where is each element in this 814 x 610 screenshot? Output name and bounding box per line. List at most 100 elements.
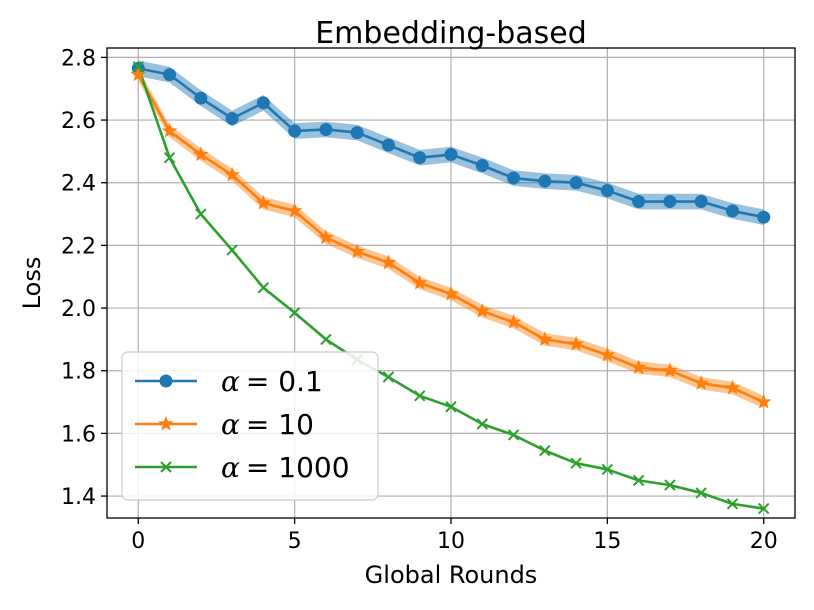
series-3-point <box>195 208 207 220</box>
confidence-bands <box>138 60 764 409</box>
series-3-point <box>476 418 488 430</box>
series-3-point <box>758 502 770 515</box>
series-1-point <box>632 195 646 209</box>
series-3-point <box>226 244 238 256</box>
y-tick-label: 1.6 <box>61 422 96 447</box>
series-markers <box>130 61 772 515</box>
series-2-point <box>443 285 459 301</box>
series-2-point <box>193 146 209 162</box>
series-1-point <box>600 184 614 198</box>
legend-value: = 1000 <box>246 451 350 484</box>
series-1-point <box>444 148 458 162</box>
x-axis-label: Global Rounds <box>365 561 538 589</box>
series-1-band <box>138 60 764 226</box>
legend-entry-3: α = 1000 <box>135 451 350 484</box>
series-1-point <box>163 68 177 82</box>
chart-title: Embedding-based <box>315 16 587 51</box>
series-3-point <box>539 444 551 457</box>
series-1-point <box>475 159 489 172</box>
series-1-point <box>538 174 552 188</box>
series-1-point <box>569 176 583 190</box>
legend-marker <box>159 374 173 388</box>
series-1-point <box>319 122 333 136</box>
series-1-point <box>256 96 270 110</box>
legend-marker <box>158 415 174 431</box>
series-1-point <box>194 91 208 105</box>
series-1-point <box>663 195 677 209</box>
series-3-point <box>695 487 707 499</box>
x-tick-label: 5 <box>288 529 302 554</box>
series-2-point <box>662 362 678 378</box>
series-3-point <box>632 474 645 487</box>
series-3-point <box>320 333 332 346</box>
x-tick-label: 20 <box>750 529 778 554</box>
series-3-point <box>601 463 614 476</box>
series-3-point <box>726 498 739 510</box>
series-1-point <box>725 204 739 218</box>
y-tick-label: 2.2 <box>61 234 96 259</box>
series-2-point <box>568 335 584 351</box>
legend-label: α = 10 <box>221 408 314 441</box>
series-2-point <box>693 375 709 390</box>
series-2-point <box>130 66 146 82</box>
series-2-point <box>286 202 303 218</box>
series-1-point <box>413 151 427 165</box>
series-3-point <box>445 401 457 413</box>
series-2-point <box>224 166 240 182</box>
legend-entry-2: α = 10 <box>135 408 314 441</box>
x-tick-label: 15 <box>593 529 621 554</box>
series-3-point <box>507 429 520 441</box>
series-3-point <box>288 307 301 319</box>
series-2-point <box>349 243 365 259</box>
series-2-point <box>724 379 741 395</box>
series-1-point <box>381 138 395 152</box>
series-1-point <box>507 171 521 185</box>
legend-alpha: α <box>221 408 240 441</box>
y-tick-label: 2.8 <box>61 46 96 71</box>
series-2-point <box>537 331 553 346</box>
y-tick-label: 2.0 <box>61 297 96 322</box>
series-1-point <box>350 126 364 140</box>
x-tick-label: 10 <box>437 529 465 554</box>
series-2-point <box>630 359 647 375</box>
y-tick-label: 2.4 <box>61 172 96 197</box>
y-tick-label: 1.8 <box>61 360 96 385</box>
legend-label: α = 0.1 <box>221 365 323 398</box>
series-3-point <box>664 479 676 491</box>
legend-box <box>121 351 379 501</box>
series-1-point <box>288 124 302 138</box>
legend-entry-1: α = 0.1 <box>135 365 323 398</box>
series-1-point <box>225 112 239 125</box>
series-2-point <box>255 194 272 210</box>
series-3-point <box>570 457 582 469</box>
series-3-point <box>132 61 144 73</box>
series-1-point <box>757 210 771 224</box>
legend-marker <box>160 461 172 473</box>
series-3-point <box>414 390 426 402</box>
series-2-point <box>756 393 772 409</box>
axis-ticks: 0 5 10 15 20 1.4 1.6 1.8 2.0 2.2 2.4 2.6 2.8 <box>61 46 778 554</box>
y-tick-label: 1.4 <box>61 485 96 510</box>
x-tick-label: 0 <box>131 529 145 554</box>
y-axis-label: Loss <box>18 257 46 310</box>
series-2-point <box>474 303 490 318</box>
legend-value: = 0.1 <box>246 365 323 398</box>
y-tick-label: 2.6 <box>61 109 96 134</box>
series-2-point <box>412 274 428 290</box>
legend: α = 0.1α = 10α = 1000 <box>121 351 379 501</box>
series-2-point <box>318 229 334 245</box>
series-2-point <box>380 254 397 270</box>
legend-alpha: α <box>221 365 240 398</box>
series-2-point <box>505 314 522 329</box>
series-3-point <box>257 281 270 294</box>
series-3-point <box>382 371 395 383</box>
legend-value: = 10 <box>246 408 314 441</box>
series-3-point <box>163 151 176 164</box>
series-2-point <box>161 122 178 138</box>
legend-label: α = 1000 <box>221 451 350 484</box>
series-2-point <box>599 346 616 362</box>
legend-alpha: α <box>221 451 240 484</box>
series-1-point <box>694 195 708 209</box>
